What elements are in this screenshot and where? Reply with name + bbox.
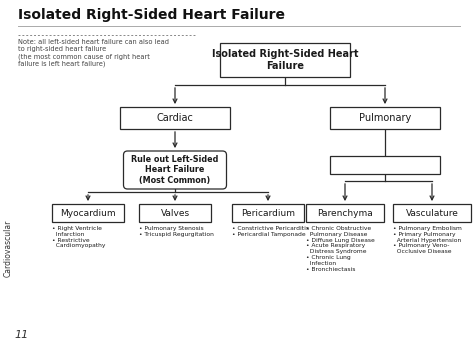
Text: Valves: Valves bbox=[160, 209, 190, 218]
Bar bbox=[220, 43, 350, 77]
Text: Rule out Left-Sided
Heart Failure
(Most Common): Rule out Left-Sided Heart Failure (Most … bbox=[131, 155, 219, 185]
Text: Isolated Right-Sided Heart Failure: Isolated Right-Sided Heart Failure bbox=[18, 8, 285, 22]
Text: • Right Ventricle
  Infarction
• Restrictive
  Cardiomyopathy: • Right Ventricle Infarction • Restricti… bbox=[52, 226, 105, 248]
Bar bbox=[120, 107, 230, 129]
Text: Note: all left-sided heart failure can also lead
to right-sided heart failure
(t: Note: all left-sided heart failure can a… bbox=[18, 39, 169, 67]
FancyBboxPatch shape bbox=[124, 151, 227, 189]
Text: Myocardium: Myocardium bbox=[60, 209, 116, 218]
Text: Pulmonary: Pulmonary bbox=[359, 113, 411, 123]
Bar bbox=[139, 204, 211, 222]
Bar bbox=[232, 204, 304, 222]
Text: • Pulmonary Embolism
• Primary Pulmonary
  Arterial Hypertension
• Pulmonary Ven: • Pulmonary Embolism • Primary Pulmonary… bbox=[393, 226, 462, 254]
Text: • Pulmonary Stenosis
• Tricuspid Regurgitation: • Pulmonary Stenosis • Tricuspid Regurgi… bbox=[139, 226, 214, 237]
Bar bbox=[52, 204, 124, 222]
Bar bbox=[393, 204, 471, 222]
Text: Vasculature: Vasculature bbox=[406, 209, 458, 218]
Text: Pericardium: Pericardium bbox=[241, 209, 295, 218]
Text: 11: 11 bbox=[14, 330, 28, 340]
Bar bbox=[330, 107, 440, 129]
Text: Cardiac: Cardiac bbox=[156, 113, 193, 123]
Text: Parenchyma: Parenchyma bbox=[317, 209, 373, 218]
Text: Cardiovascular: Cardiovascular bbox=[3, 219, 12, 277]
Text: • Constrictive Pericarditis
• Pericardial Tamponade: • Constrictive Pericarditis • Pericardia… bbox=[232, 226, 309, 237]
Bar bbox=[330, 156, 440, 174]
Text: Isolated Right-Sided Heart
Failure: Isolated Right-Sided Heart Failure bbox=[212, 49, 358, 71]
Text: • Chronic Obstructive
  Pulmonary Disease
• Diffuse Lung Disease
• Acute Respira: • Chronic Obstructive Pulmonary Disease … bbox=[306, 226, 375, 272]
Bar bbox=[306, 204, 384, 222]
